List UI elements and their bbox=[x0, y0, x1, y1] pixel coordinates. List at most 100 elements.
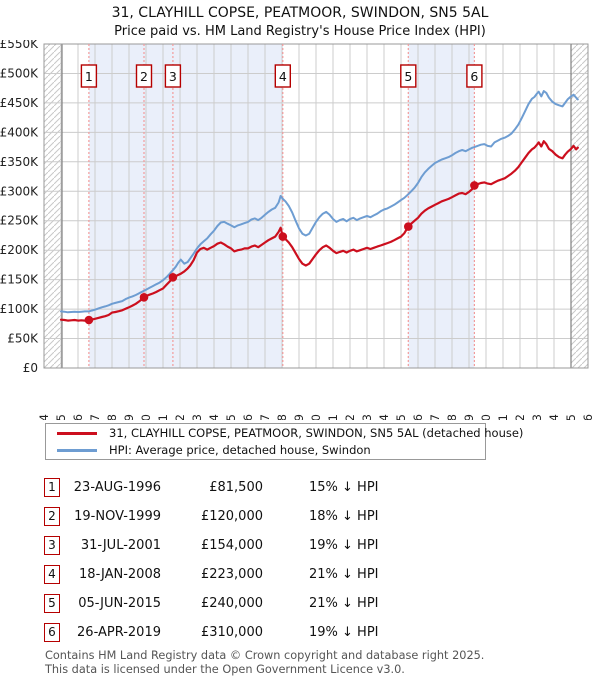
sale-number-badge: 5 bbox=[44, 594, 60, 613]
x-axis-tick-label: 1997 bbox=[88, 414, 102, 420]
x-axis-tick-label: 2017 bbox=[428, 414, 442, 420]
x-axis-tick-label: 2013 bbox=[360, 414, 374, 420]
sale-price: £154,000 bbox=[200, 538, 263, 553]
hpi-line-swatch bbox=[57, 448, 97, 452]
ownership-period-band bbox=[408, 44, 475, 368]
price-paid-line-swatch bbox=[57, 431, 97, 435]
y-axis-tick-label: £0 bbox=[23, 361, 38, 375]
sale-number-badge-label: 3 bbox=[169, 69, 177, 84]
sale-marker-dot bbox=[84, 315, 94, 325]
x-axis-tick-label: 1995 bbox=[54, 414, 68, 420]
sale-number-badge bbox=[80, 64, 98, 88]
x-axis-tick-label: 2026 bbox=[581, 414, 595, 420]
sale-price: £81,500 bbox=[209, 480, 263, 495]
x-axis-tick-label: 2011 bbox=[326, 414, 340, 420]
x-axis-tick-label: 2020 bbox=[479, 414, 493, 420]
x-axis-tick-label: 2007 bbox=[258, 414, 272, 420]
y-axis-tick-label: £350K bbox=[0, 155, 39, 169]
y-axis-tick-label: £150K bbox=[0, 273, 39, 287]
sale-number-badge-label: 5 bbox=[404, 69, 412, 84]
sale-date: 18-JAN-2008 bbox=[79, 567, 161, 582]
legend-label-price-paid: 31, CLAYHILL COPSE, PEATMOOR, SWINDON, S… bbox=[109, 426, 524, 440]
x-axis-tick-label: 2006 bbox=[241, 414, 255, 420]
sale-number-badge-label: 4 bbox=[279, 69, 287, 84]
table-row: 1 23-AUG-1996 £81,500 15% ↓ HPI bbox=[44, 473, 379, 502]
sale-marker-dot bbox=[404, 222, 413, 231]
y-axis-tick-label: £550K bbox=[0, 40, 39, 51]
sale-marker-dot bbox=[139, 293, 149, 302]
price-history-line-chart: 1 2 3 4 5 6 £0 £50K £100K £150K £200K £250K £300K £35… bbox=[0, 40, 595, 420]
sale-vs-hpi: 19% ↓ HPI bbox=[309, 538, 379, 553]
sale-vs-hpi: 21% ↓ HPI bbox=[309, 596, 379, 611]
sale-number-badge: 2 bbox=[44, 507, 60, 526]
x-axis-tick-label: 2010 bbox=[309, 414, 323, 420]
sale-price: £223,000 bbox=[200, 567, 263, 582]
y-axis-tick-label: £300K bbox=[0, 184, 39, 198]
y-axis-tick-label: £250K bbox=[0, 214, 39, 228]
sale-number-badge-label: 2 bbox=[140, 69, 148, 84]
sale-number-badge bbox=[135, 64, 153, 88]
sale-vs-hpi: 15% ↓ HPI bbox=[309, 480, 379, 495]
x-axis-tick-label: 1999 bbox=[122, 414, 136, 420]
sale-number-badge: 4 bbox=[44, 565, 60, 584]
table-row: 3 31-JUL-2001 £154,000 19% ↓ HPI bbox=[44, 531, 379, 560]
no-data-hatch bbox=[44, 44, 62, 368]
sale-marker-dot bbox=[278, 232, 288, 241]
sale-price: £120,000 bbox=[200, 509, 263, 524]
sales-history-table: 1 23-AUG-1996 £81,500 15% ↓ HPI 2 19-NOV… bbox=[44, 473, 379, 647]
x-axis-tick-label: 2012 bbox=[343, 414, 357, 420]
sale-vs-hpi: 18% ↓ HPI bbox=[309, 509, 379, 524]
plot-border bbox=[43, 43, 589, 369]
y-axis-tick-label: £200K bbox=[0, 243, 39, 257]
x-axis-tick-label: 2016 bbox=[411, 414, 425, 420]
x-axis-tick-label: 2018 bbox=[445, 414, 459, 420]
table-row: 4 18-JAN-2008 £223,000 21% ↓ HPI bbox=[44, 560, 379, 589]
x-axis-tick-label: 2002 bbox=[173, 414, 187, 420]
y-axis-tick-label: £400K bbox=[0, 125, 39, 139]
sale-number-badge bbox=[466, 64, 483, 88]
x-axis-tick-label: 2000 bbox=[139, 414, 153, 420]
table-row: 6 26-APR-2019 £310,000 19% ↓ HPI bbox=[44, 618, 379, 647]
sale-date: 26-APR-2019 bbox=[77, 625, 161, 640]
sale-date: 19-NOV-1999 bbox=[74, 509, 161, 524]
x-axis-tick-label: 2015 bbox=[394, 414, 408, 420]
y-axis-tick-label: £50K bbox=[7, 332, 39, 346]
x-axis-tick-label: 2014 bbox=[377, 414, 391, 420]
chart-legend: 31, CLAYHILL COPSE, PEATMOOR, SWINDON, S… bbox=[45, 423, 523, 460]
x-axis-tick-label: 2001 bbox=[156, 414, 170, 420]
license-line-2: This data is licensed under the Open Gov… bbox=[45, 663, 405, 676]
x-axis-tick-label: 2005 bbox=[224, 414, 238, 420]
y-axis-tick-label: £500K bbox=[0, 67, 39, 81]
page-title: 31, CLAYHILL COPSE, PEATMOOR, SWINDON, S… bbox=[111, 5, 489, 21]
sale-vs-hpi: 21% ↓ HPI bbox=[309, 567, 379, 582]
table-row: 5 05-JUN-2015 £240,000 21% ↓ HPI bbox=[44, 589, 379, 618]
sale-marker-dot bbox=[168, 273, 178, 282]
sale-date: 05-JUN-2015 bbox=[78, 596, 161, 611]
sale-number-badge bbox=[400, 64, 417, 88]
y-axis-tick-label: £450K bbox=[0, 96, 39, 110]
sale-price: £310,000 bbox=[200, 625, 263, 640]
sale-number-badge-label: 6 bbox=[470, 69, 478, 84]
table-row: 2 19-NOV-1999 £120,000 18% ↓ HPI bbox=[44, 502, 379, 531]
license-note: Contains HM Land Registry data © Crown c… bbox=[45, 649, 484, 677]
x-axis-tick-label: 2008 bbox=[275, 414, 289, 420]
y-axis-tick-label: £100K bbox=[0, 302, 39, 316]
sale-number-badge-label: 1 bbox=[85, 69, 93, 84]
legend-item-price-paid: 31, CLAYHILL COPSE, PEATMOOR, SWINDON, S… bbox=[46, 425, 523, 442]
x-axis-tick-label: 1996 bbox=[71, 414, 85, 420]
page-subtitle: Price paid vs. HM Land Registry's House … bbox=[114, 24, 486, 39]
sale-vs-hpi: 19% ↓ HPI bbox=[309, 625, 379, 640]
x-axis-tick-label: 2009 bbox=[292, 414, 306, 420]
x-axis-tick-label: 2003 bbox=[190, 414, 204, 420]
ownership-period-band bbox=[88, 44, 283, 368]
legend-item-hpi: HPI: Average price, detached house, Swin… bbox=[46, 442, 485, 459]
x-axis-tick-label: 2023 bbox=[530, 414, 544, 420]
license-line-1: Contains HM Land Registry data © Crown c… bbox=[45, 649, 485, 662]
sale-date: 31-JUL-2001 bbox=[80, 538, 161, 553]
x-axis-tick-label: 2021 bbox=[496, 414, 510, 420]
sale-number-badge: 1 bbox=[44, 478, 60, 497]
sale-number-badge bbox=[274, 64, 291, 88]
x-axis-tick-label: 2019 bbox=[462, 414, 476, 420]
hpi-line bbox=[60, 90, 579, 314]
